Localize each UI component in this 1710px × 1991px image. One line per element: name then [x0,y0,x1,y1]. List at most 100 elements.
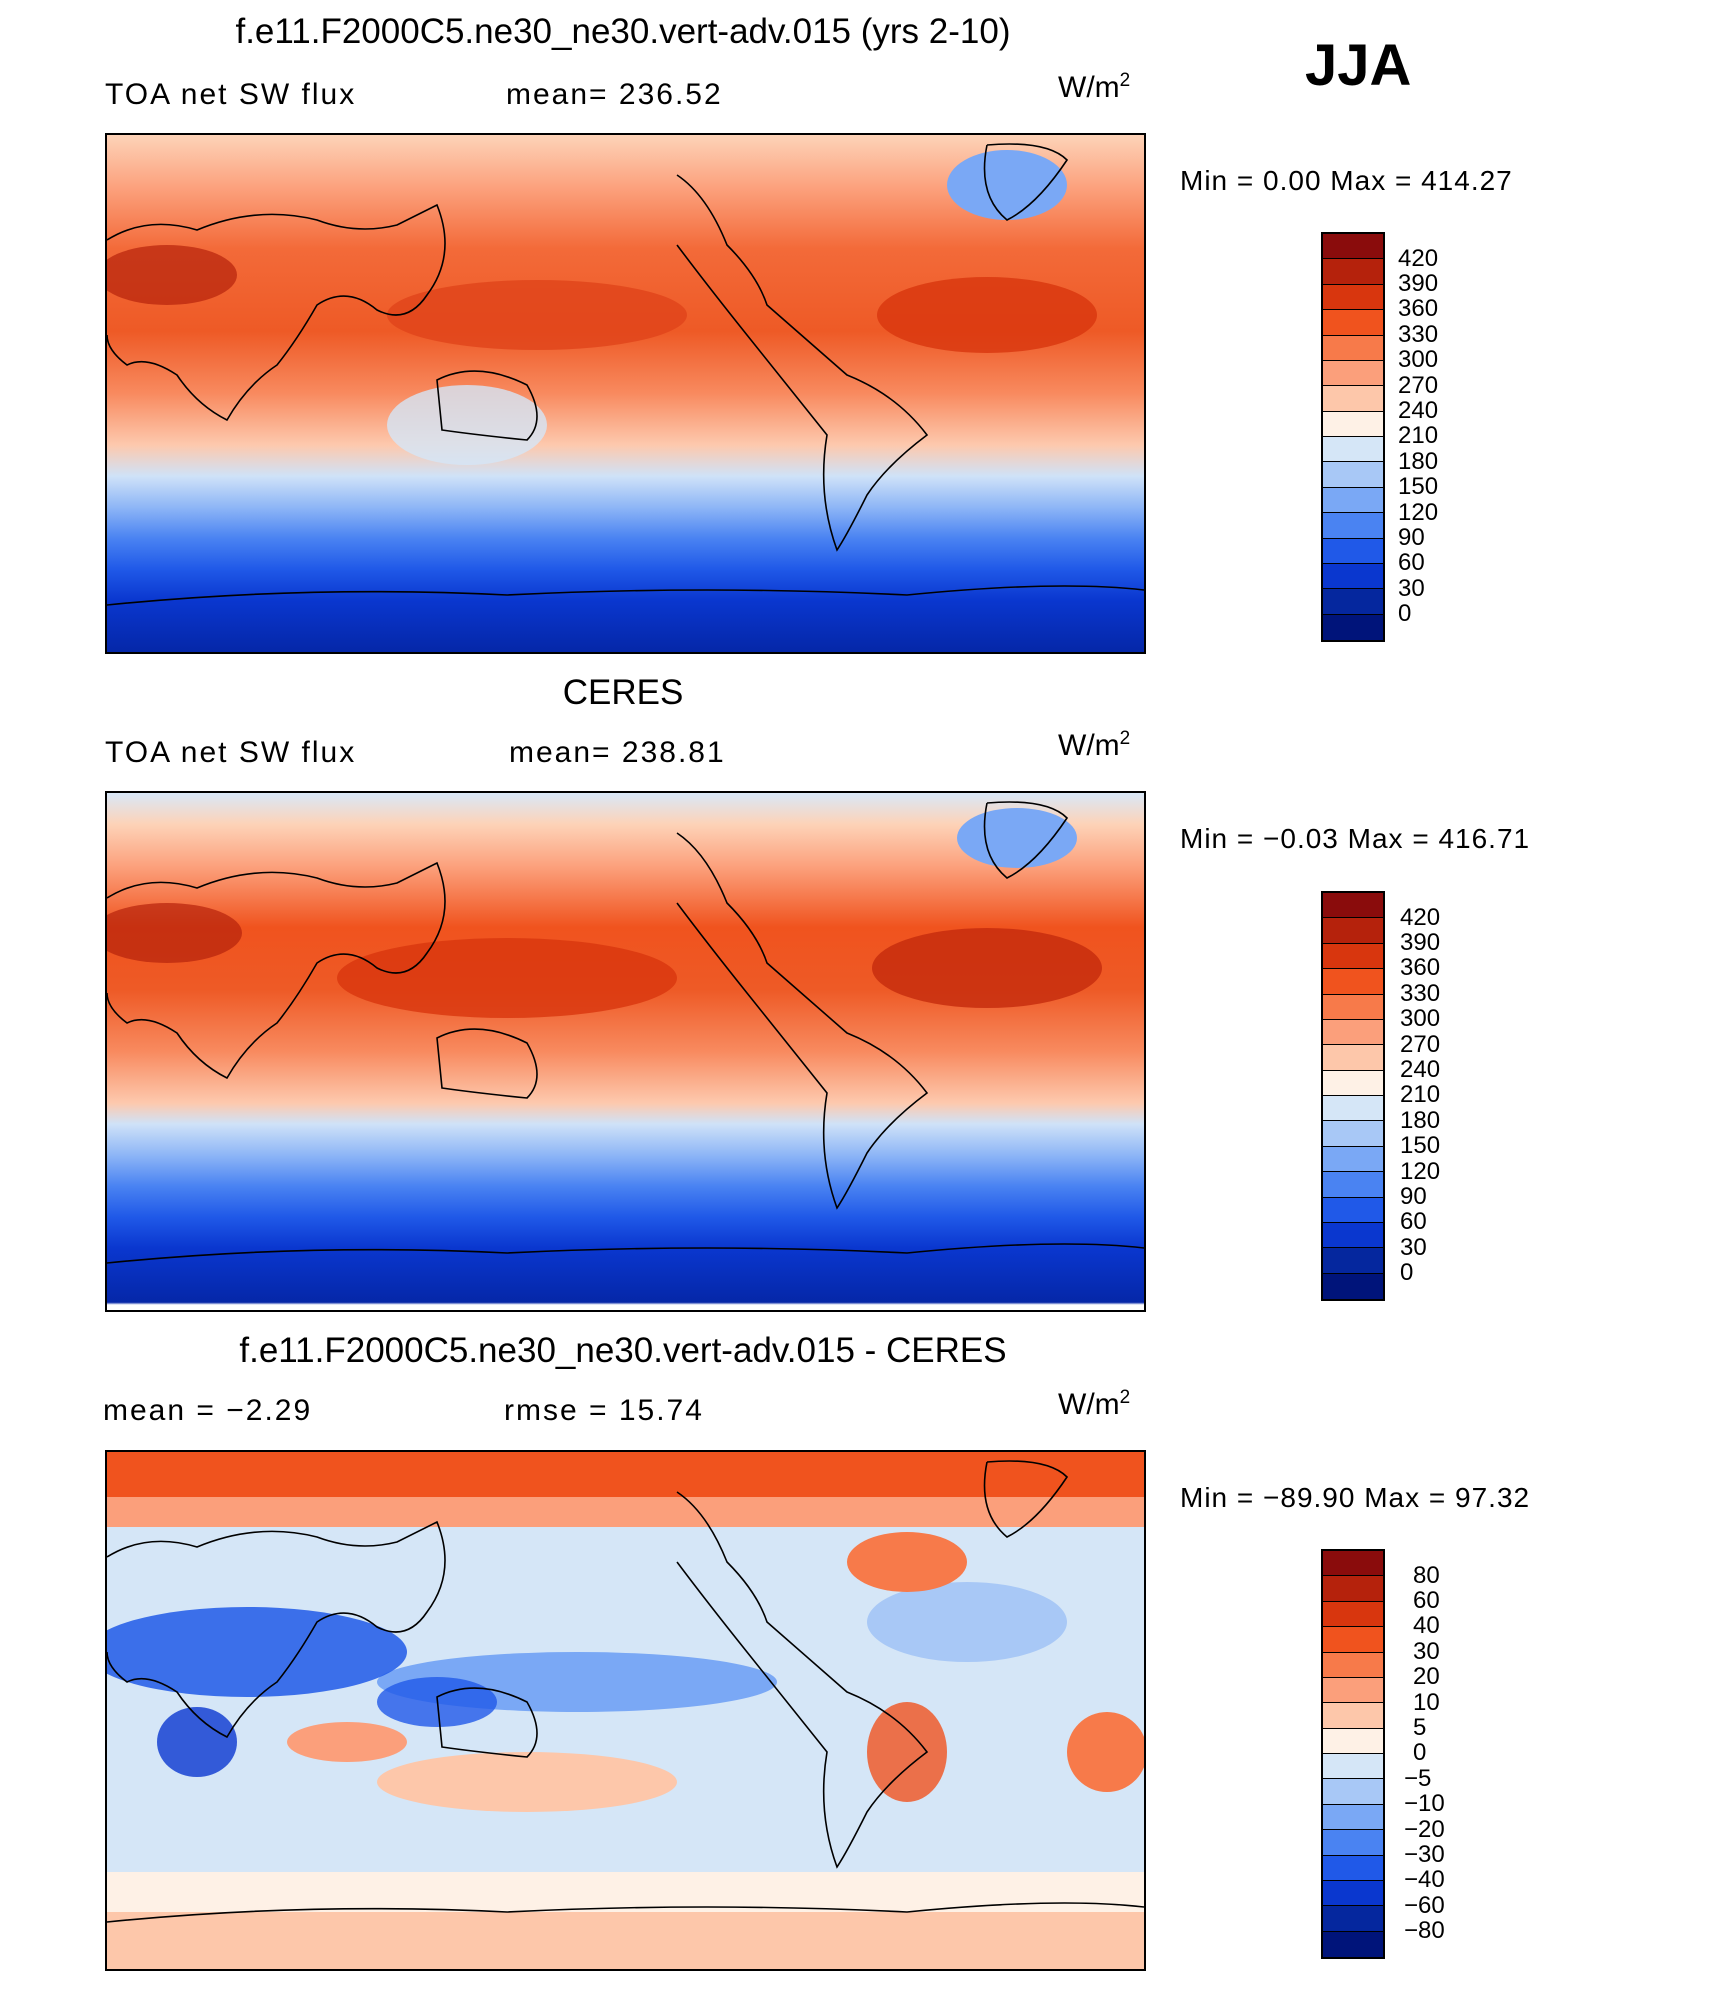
colorbar-swatch [1323,1576,1383,1602]
colorbar-label: −5 [1404,1765,1432,1792]
colorbar-label: 390 [1400,929,1441,956]
colorbar-swatch [1323,1754,1383,1780]
colorbar-swatch [1323,614,1383,640]
colorbar-swatch [1323,1172,1383,1198]
colorbar-label: 300 [1400,1005,1441,1032]
panel-title: f.e11.F2000C5.ne30_ne30.vert-adv.015 (yr… [235,12,1011,51]
colorbar-swatch [1323,1146,1383,1173]
colorbar-swatch [1323,1880,1383,1907]
colorbar-swatch [1323,1677,1383,1704]
colorbar-swatch [1323,538,1383,564]
colorbar-swatch [1323,943,1383,970]
colorbar-label: 40 [1413,1612,1440,1639]
colorbar-swatch [1323,1830,1383,1856]
colorbar-swatch [1323,335,1383,361]
colorbar-label: 300 [1398,346,1439,373]
colorbar-label: 270 [1400,1031,1441,1058]
colorbar-swatch [1323,1779,1383,1805]
panel-left-label: mean = −2.29 [103,1394,313,1427]
colorbar-swatch [1323,513,1383,539]
colorbar-swatch [1323,259,1383,285]
colorbar-swatch [1323,1121,1383,1147]
colorbar-swatch [1323,1222,1383,1249]
colorbar-label: 80 [1413,1562,1440,1589]
colorbar-label: 270 [1398,372,1439,399]
colorbar-swatch [1323,1273,1383,1299]
colorbar-label: 0 [1400,1259,1414,1286]
colorbar-swatch [1323,1096,1383,1122]
panel-title: CERES [562,673,684,712]
colorbar-swatch [1323,1070,1383,1096]
panel-units: W/m2 [1058,728,1131,762]
map-diff [105,1450,1146,1971]
colorbar-label: 30 [1398,575,1425,602]
panel-right-label: rmse = 15.74 [504,1394,704,1427]
panel-right-label: mean= 236.52 [506,78,723,111]
colorbar-model [1321,232,1385,642]
panel-units: W/m2 [1058,70,1131,104]
panel-units: W/m2 [1058,1387,1131,1421]
map-obs [105,791,1146,1312]
colorbar-label: 240 [1398,397,1439,424]
colorbar-label: −40 [1404,1866,1445,1893]
colorbar-swatch [1323,1197,1383,1223]
colorbar-swatch [1323,487,1383,514]
season-label: JJA [1305,33,1412,98]
colorbar-label: 240 [1400,1056,1441,1083]
colorbar-label: 330 [1398,321,1439,348]
colorbar-label: 390 [1398,270,1439,297]
colorbar-swatch [1323,360,1383,387]
colorbar-swatch [1323,284,1383,311]
colorbar-swatch [1323,893,1383,919]
colorbar-label: 360 [1398,295,1439,322]
colorbar-swatch [1323,1931,1383,1957]
colorbar-label: 20 [1413,1663,1440,1690]
colorbar-swatch [1323,589,1383,615]
colorbar-swatch [1323,1906,1383,1932]
colorbar-swatch [1323,1855,1383,1881]
colorbar-swatch [1323,1248,1383,1274]
colorbar-label: 90 [1400,1183,1427,1210]
colorbar-diff [1321,1549,1385,1959]
colorbar-label: 330 [1400,980,1441,1007]
colorbar-swatch [1323,310,1383,336]
colorbar-swatch [1323,1627,1383,1653]
min-max-readout: Min = 0.00 Max = 414.27 [1180,165,1513,196]
panel-right-label: mean= 238.81 [509,736,726,769]
colorbar-label: 180 [1398,448,1439,475]
colorbar-swatch [1323,918,1383,944]
colorbar-label: 60 [1398,549,1425,576]
min-max-readout: Min = −0.03 Max = 416.71 [1180,823,1531,854]
colorbar-swatch [1323,1601,1383,1628]
colorbar-swatch [1323,1045,1383,1071]
colorbar-label: 60 [1400,1208,1427,1235]
colorbar-label: 30 [1413,1638,1440,1665]
colorbar-label: −80 [1404,1917,1445,1944]
colorbar-swatch [1323,386,1383,412]
colorbar-label: 150 [1398,473,1439,500]
colorbar-label: −10 [1404,1790,1445,1817]
colorbar-label: 5 [1413,1714,1427,1741]
colorbar-label: 0 [1398,600,1412,627]
panel-title: f.e11.F2000C5.ne30_ne30.vert-adv.015 - C… [239,1331,1007,1370]
colorbar-label: 120 [1398,499,1439,526]
colorbar-label: −60 [1404,1892,1445,1919]
colorbar-label: 210 [1398,422,1439,449]
min-max-readout: Min = −89.90 Max = 97.32 [1180,1482,1531,1513]
colorbar-label: 60 [1413,1587,1440,1614]
panel-left-label: TOA net SW flux [105,78,357,111]
colorbar-label: 420 [1398,245,1439,272]
colorbar-swatch [1323,234,1383,260]
colorbar-label: −20 [1404,1816,1445,1843]
colorbar-swatch [1323,411,1383,437]
colorbar-swatch [1323,1551,1383,1577]
colorbar-label: 0 [1413,1739,1427,1766]
colorbar-swatch [1323,462,1383,488]
colorbar-swatch [1323,1703,1383,1729]
colorbar-swatch [1323,1019,1383,1046]
colorbar-swatch [1323,1804,1383,1831]
map-model [105,133,1146,654]
colorbar-label: 120 [1400,1158,1441,1185]
colorbar-label: 90 [1398,524,1425,551]
panel-left-label: TOA net SW flux [105,736,357,769]
